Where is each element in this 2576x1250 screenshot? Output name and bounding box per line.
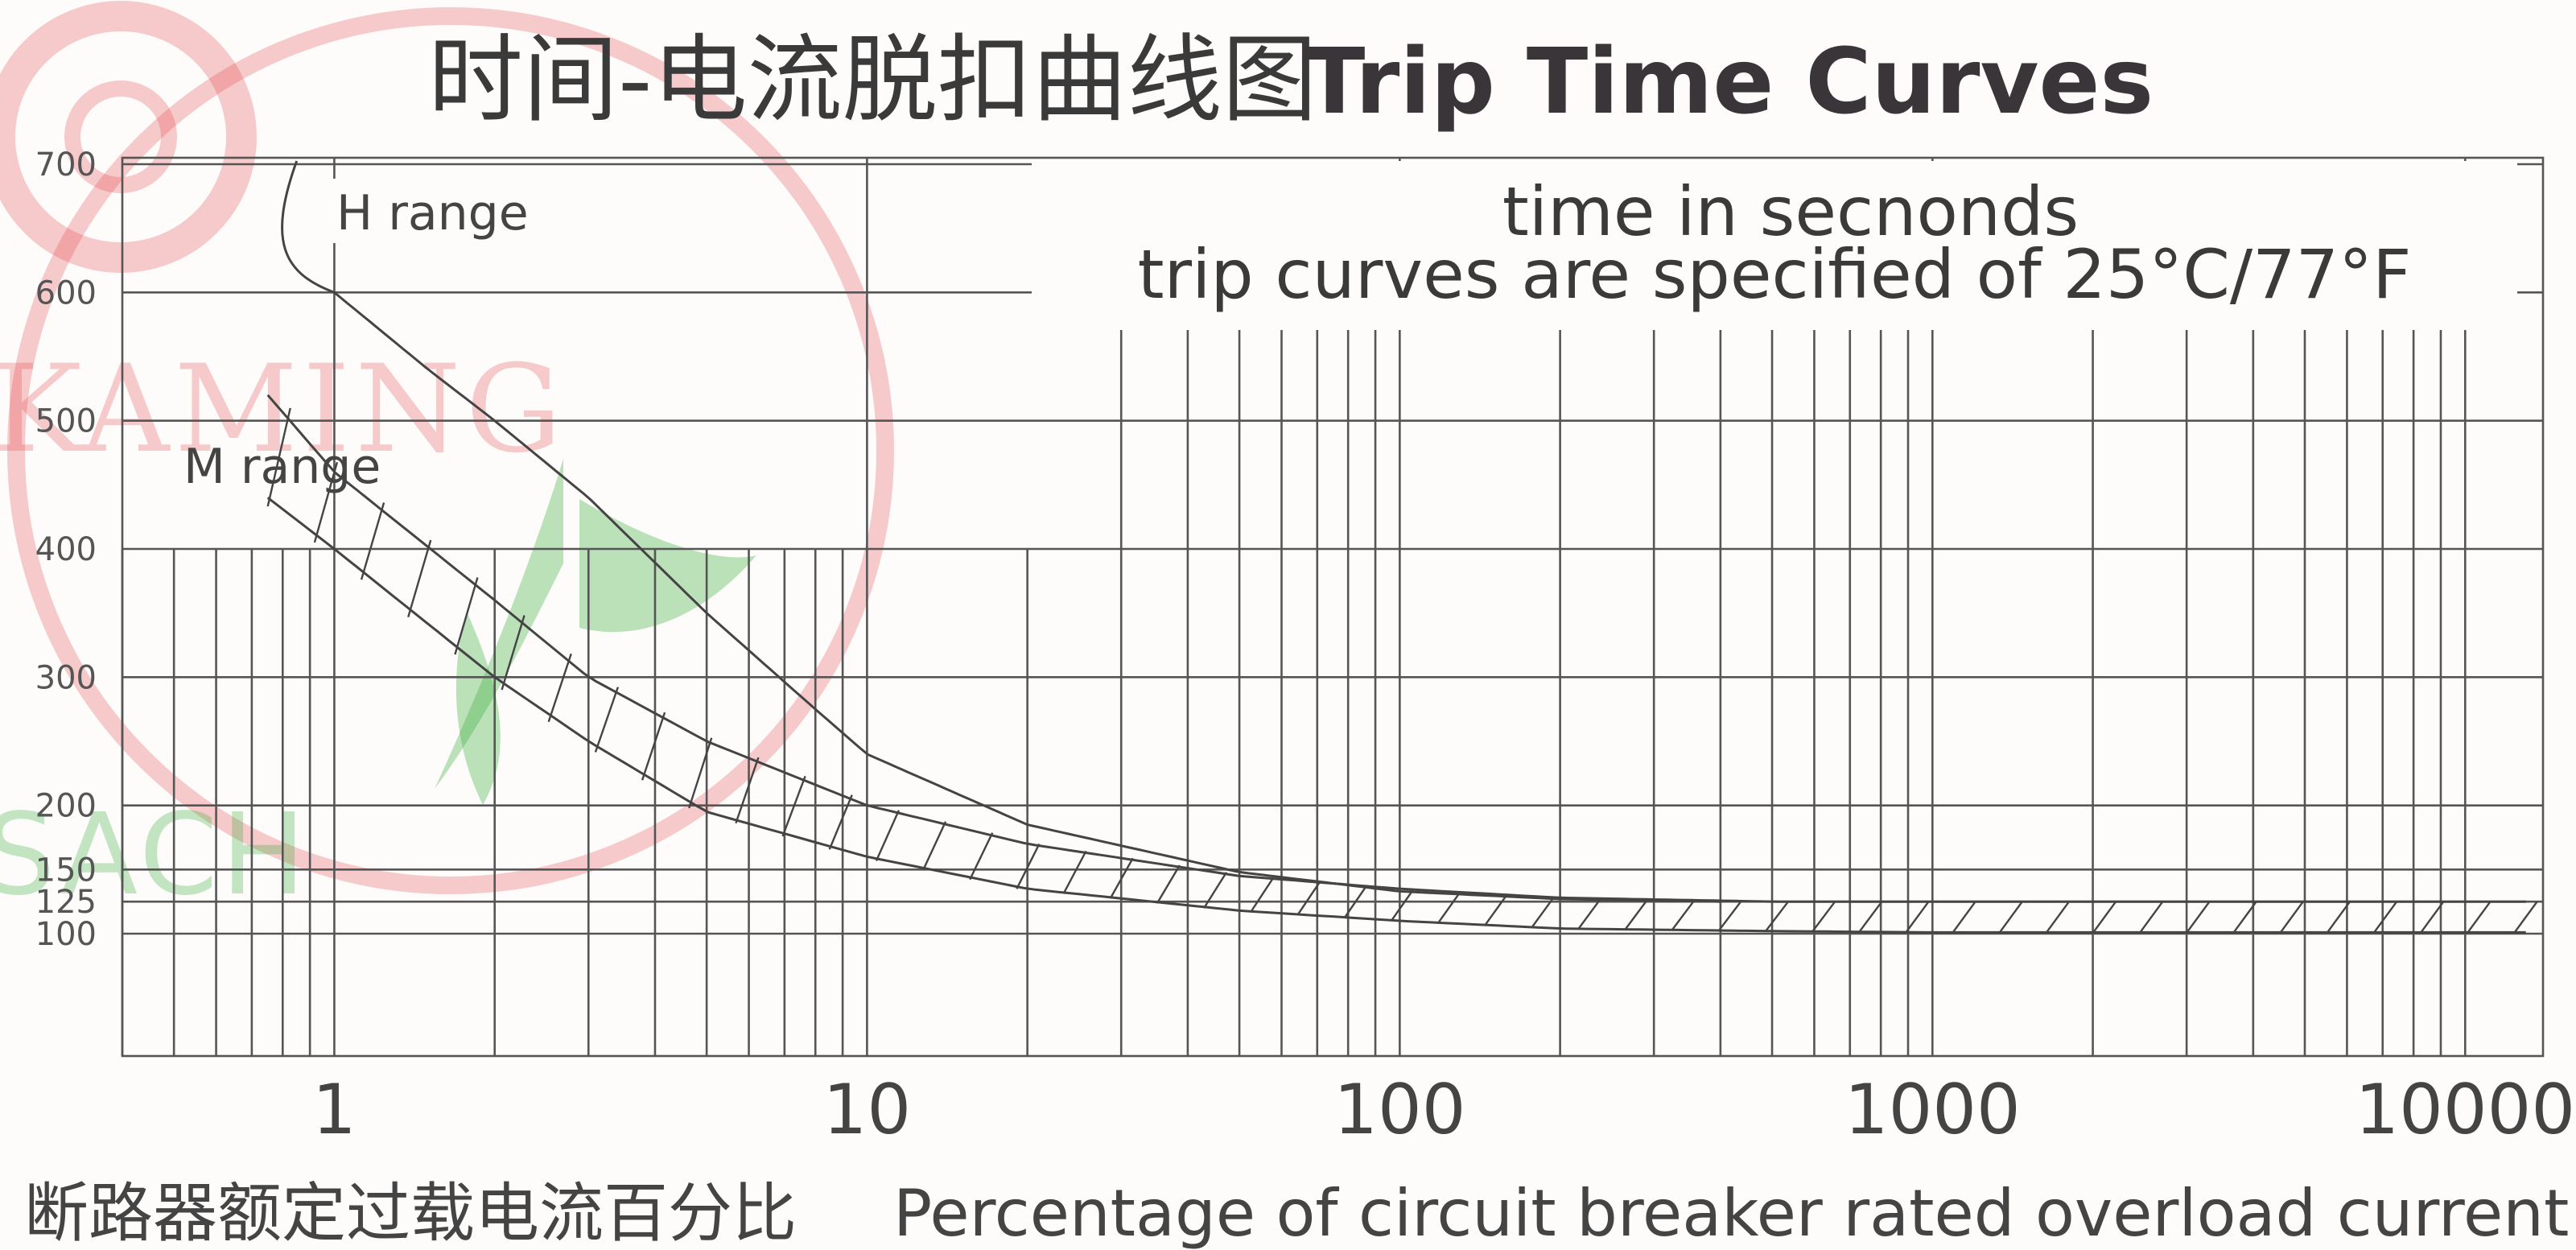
m-range-hatch — [2046, 901, 2071, 934]
m-range-hatch — [1952, 901, 1976, 934]
chart-curves — [266, 160, 2538, 934]
m-range-hatch — [1016, 844, 1041, 889]
y-tick-label: 600 — [35, 274, 97, 311]
m-range-hatch — [641, 712, 666, 781]
m-range-hatch — [1671, 899, 1696, 931]
chart-title-english: Trip Time Curves — [1304, 30, 2154, 134]
h-range-label-background — [328, 179, 567, 243]
y-tick-label: 400 — [35, 531, 97, 568]
m-range-hatch — [2373, 901, 2398, 934]
x-tick-label: 1000 — [1844, 1070, 2021, 1150]
m-range-hatch — [875, 810, 900, 861]
m-range-hatch — [735, 757, 760, 824]
m-range-hatch — [1624, 898, 1649, 930]
h-range-label: H range — [336, 185, 529, 241]
m-range-hatch — [1390, 888, 1415, 922]
m-range-hatch — [1858, 901, 1883, 933]
x-axis-tick-labels: 1 10 100 1000 10000 — [312, 1070, 2575, 1150]
m-range-hatch — [2513, 901, 2538, 934]
x-tick-label: 1 — [312, 1070, 357, 1150]
y-tick-label: 100 — [35, 916, 97, 953]
m-range-hatch — [501, 615, 526, 691]
m-range-hatch — [547, 653, 572, 723]
m-range-hatch — [2467, 901, 2492, 934]
m-range-hatch — [1296, 881, 1321, 916]
x-axis-label-chinese: 断路器额定过载电流百分比 — [24, 1176, 797, 1250]
m-range-hatch — [1436, 890, 1461, 924]
m-range-hatch — [1062, 850, 1087, 894]
h-range-curve — [333, 291, 1721, 903]
m-range-hatch — [969, 832, 994, 881]
m-range-hatch — [2186, 901, 2211, 934]
m-range-hatch — [1250, 877, 1275, 913]
m-range-label: M range — [183, 439, 381, 495]
m-range-hatch — [1531, 896, 1556, 929]
x-axis-label-english: Percentage of circuit breaker rated over… — [893, 1176, 2569, 1250]
m-range-hatch — [2279, 901, 2304, 934]
m-range-hatch — [1156, 864, 1181, 904]
m-range-hatch — [2232, 901, 2257, 934]
chart-grid — [121, 156, 2545, 1058]
watermark-green-text: SACH — [0, 790, 309, 921]
m-range-hatch — [1203, 872, 1228, 909]
note-background — [1032, 161, 2517, 330]
m-range-hatch — [1109, 857, 1134, 899]
m-range-hatch — [2092, 901, 2117, 934]
m-range-hatch — [266, 407, 291, 507]
m-range-hatch — [407, 539, 432, 617]
m-range-hatch — [1577, 897, 1602, 930]
m-range-hatch — [2420, 901, 2445, 934]
m-range-hatch — [921, 821, 947, 871]
y-tick-label: 500 — [35, 403, 97, 440]
m-range-hatch — [1343, 885, 1368, 919]
x-tick-label: 100 — [1333, 1070, 1465, 1150]
m-range-hatch — [360, 502, 385, 580]
y-tick-label: 125 — [35, 884, 97, 921]
y-tick-label: 200 — [35, 788, 97, 825]
m-range-hatch — [1765, 901, 1789, 932]
m-range-hatch — [454, 577, 479, 655]
m-range-hatch — [688, 737, 713, 809]
m-range-hatch — [313, 461, 339, 543]
m-range-hatch — [2327, 901, 2351, 934]
m-range-hatch — [1905, 901, 1930, 933]
m-range-hatch — [2139, 901, 2164, 934]
x-tick-label: 10000 — [2355, 1070, 2575, 1150]
note-time-in-seconds: time in secnonds — [1502, 172, 2079, 251]
y-tick-label: 150 — [35, 852, 97, 889]
m-range-hatch — [1717, 900, 1742, 931]
y-tick-label: 700 — [35, 146, 97, 184]
h-range-curve-hook — [281, 160, 335, 294]
y-tick-label: 300 — [35, 659, 97, 696]
m-range-hatch — [828, 794, 853, 850]
m-range-hatch — [1998, 901, 2023, 934]
m-range-hatch — [594, 687, 620, 753]
watermark-logo-red: KAMING — [0, 1, 894, 894]
note-trip-curves-specified: trip curves are specified of 25°C/77°F — [1138, 235, 2412, 314]
watermark-logo-green: SACH — [0, 459, 756, 921]
m-range-upper-curve — [266, 394, 2526, 903]
chart-title-chinese: 时间-电流脱扣曲线图 — [428, 24, 1317, 135]
m-range-hatch — [1484, 893, 1509, 926]
m-range-hatch — [781, 775, 806, 837]
x-tick-label: 10 — [823, 1070, 911, 1150]
m-range-hatch — [1811, 901, 1836, 933]
